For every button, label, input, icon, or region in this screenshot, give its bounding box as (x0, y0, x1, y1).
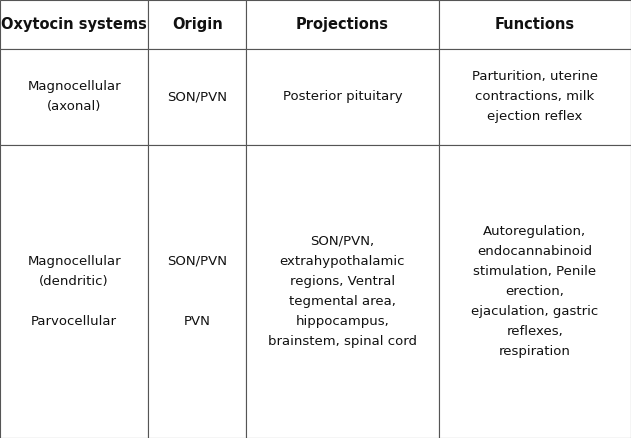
Text: Magnocellular
(dendritic)

Parvocellular: Magnocellular (dendritic) Parvocellular (27, 255, 121, 328)
Text: SON/PVN: SON/PVN (167, 90, 227, 103)
Text: Magnocellular
(axonal): Magnocellular (axonal) (27, 80, 121, 113)
Bar (0, 49, 148, 145)
Bar (148, 0, 246, 49)
Text: SON/PVN,
extrahypothalamic
regions, Ventral
tegmental area,
hippocampus,
brainst: SON/PVN, extrahypothalamic regions, Vent… (268, 235, 417, 348)
Bar (439, 145, 631, 438)
Bar (148, 49, 246, 145)
Text: Projections: Projections (296, 17, 389, 32)
Bar (0, 0, 148, 49)
Bar (246, 145, 439, 438)
Text: Posterior pituitary: Posterior pituitary (283, 90, 402, 103)
Bar (439, 0, 631, 49)
Bar (246, 49, 439, 145)
Text: Functions: Functions (495, 17, 575, 32)
Bar (0, 145, 148, 438)
Bar (439, 49, 631, 145)
Text: Autoregulation,
endocannabinoid
stimulation, Penile
erection,
ejaculation, gastr: Autoregulation, endocannabinoid stimulat… (471, 225, 598, 358)
Text: Oxytocin systems: Oxytocin systems (1, 17, 147, 32)
Bar (246, 0, 439, 49)
Text: Parturition, uterine
contractions, milk
ejection reflex: Parturition, uterine contractions, milk … (472, 70, 598, 124)
Bar (148, 145, 246, 438)
Text: SON/PVN


PVN: SON/PVN PVN (167, 255, 227, 328)
Text: Origin: Origin (172, 17, 223, 32)
